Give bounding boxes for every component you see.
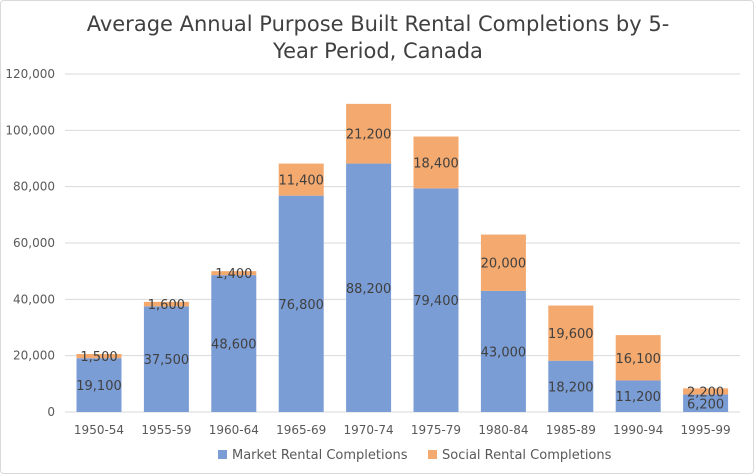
market-data-label: 48,600 [211,338,257,353]
market-data-label: 79,400 [413,294,459,309]
y-tick-label: 120,000 [5,67,55,81]
legend-label: Market Rental Completions [232,448,408,463]
x-tick-label: 1980-84 [478,423,528,437]
social-data-label: 21,200 [346,128,392,143]
social-data-label: 1,600 [148,298,185,313]
social-data-label: 11,400 [278,174,324,189]
market-data-label: 37,500 [144,353,190,368]
x-tick-label: 1965-69 [276,423,326,437]
social-data-label: 2,200 [687,385,724,400]
social-bar [615,335,661,381]
social-data-label: 18,400 [413,156,459,171]
x-tick-label: 1960-64 [209,423,259,437]
x-tick-label: 1990-94 [613,423,663,437]
x-tick-label: 1970-74 [344,423,394,437]
legend-swatch [218,450,227,459]
y-tick-label: 100,000 [5,123,55,137]
market-data-label: 6,200 [687,397,724,412]
market-bar [413,188,459,412]
social-bar [683,388,729,395]
legend-swatch [428,450,437,459]
market-bar [143,306,189,412]
y-tick-label: 40,000 [13,292,55,306]
legend-label: Social Rental Completions [442,448,612,463]
social-data-label: 1,500 [80,350,117,365]
x-tick-label: 1975-79 [411,423,461,437]
x-tick-label: 1995-99 [681,423,731,437]
x-tick-label: 1950-54 [74,423,124,437]
market-bar [548,360,594,412]
social-bar [76,353,122,359]
y-tick-label: 20,000 [13,349,55,363]
market-bar [346,163,392,412]
market-bar [683,394,729,412]
x-tick-label: 1985-89 [546,423,596,437]
social-data-label: 20,000 [481,257,527,272]
market-data-label: 76,800 [278,298,324,313]
y-tick-label: 80,000 [13,180,55,194]
market-data-label: 88,200 [346,282,392,297]
social-bar [211,271,257,276]
market-data-label: 18,200 [548,380,594,395]
market-bar [278,195,324,412]
chart-title-line-1: Average Annual Purpose Built Rental Comp… [86,12,670,36]
y-tick-label: 60,000 [13,236,55,250]
social-data-label: 19,600 [548,327,594,342]
chart-title-line-2: Year Period, Canada [273,39,483,63]
market-bar [76,358,122,412]
market-bar [211,275,257,412]
market-data-label: 43,000 [481,345,527,360]
x-tick-label: 1955-59 [141,423,191,437]
social-bar [278,163,324,196]
chart-title: Average Annual Purpose Built Rental Comp… [1,11,754,65]
social-bar [346,103,392,164]
social-bar [480,234,526,291]
market-bar [480,290,526,412]
market-data-label: 11,200 [615,390,661,405]
y-tick-label: 0 [47,405,55,419]
social-data-label: 16,100 [615,352,661,367]
social-bar [413,136,459,189]
social-data-label: 1,400 [215,267,252,282]
market-data-label: 19,100 [76,379,122,394]
social-bar [548,305,594,361]
social-bar [143,301,189,307]
market-bar [615,380,661,412]
